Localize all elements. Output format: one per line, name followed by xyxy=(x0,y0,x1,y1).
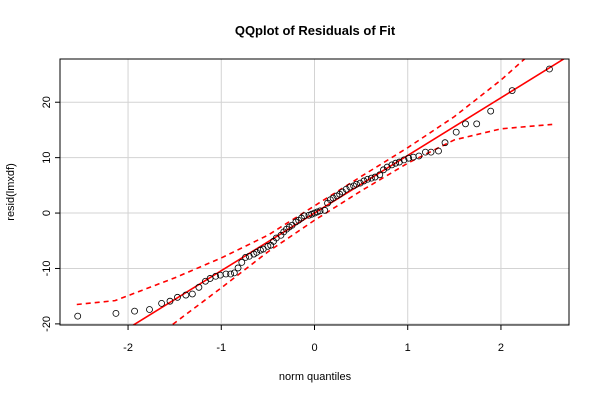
x-tick-label: 1 xyxy=(405,342,411,354)
point xyxy=(360,177,368,185)
point xyxy=(74,312,82,320)
point xyxy=(388,161,396,169)
point xyxy=(238,258,246,266)
point xyxy=(230,269,238,277)
point xyxy=(346,183,354,191)
x-axis-label: norm quantiles xyxy=(279,371,352,383)
point xyxy=(473,120,481,128)
point xyxy=(367,174,375,182)
point xyxy=(462,120,469,128)
point xyxy=(188,290,196,298)
point xyxy=(212,272,220,280)
point xyxy=(112,309,120,317)
point xyxy=(300,212,308,220)
point xyxy=(422,148,429,156)
point xyxy=(405,154,413,162)
point xyxy=(227,270,234,278)
point xyxy=(376,171,384,179)
point xyxy=(234,264,242,272)
point xyxy=(174,293,181,301)
point xyxy=(356,179,364,187)
point xyxy=(353,180,360,188)
point xyxy=(435,147,442,155)
point xyxy=(182,291,190,299)
x-tick-label: 0 xyxy=(311,342,317,354)
point xyxy=(415,152,423,160)
chart-title: QQplot of Residuals of Fit xyxy=(235,23,396,38)
plot-border xyxy=(59,58,570,326)
point xyxy=(392,159,400,167)
point xyxy=(342,185,350,193)
point xyxy=(321,206,329,214)
point xyxy=(452,128,460,136)
point xyxy=(222,270,230,278)
envelope-lower xyxy=(170,123,553,325)
y-axis-label: resid(lmxdf) xyxy=(5,163,17,220)
x-tick-label: 2 xyxy=(498,342,504,354)
point xyxy=(206,275,214,282)
y-tick-label: -10 xyxy=(41,261,53,277)
point xyxy=(364,175,372,183)
x-tick-label: -1 xyxy=(216,342,226,354)
point xyxy=(195,283,203,291)
point xyxy=(427,148,435,156)
point xyxy=(253,249,261,256)
y-tick-label: 10 xyxy=(41,152,53,164)
point xyxy=(146,306,153,313)
y-tick-label: -20 xyxy=(41,316,53,332)
point xyxy=(508,87,516,94)
point xyxy=(441,139,449,147)
x-tick-label: -2 xyxy=(123,342,133,354)
point xyxy=(131,307,138,315)
point xyxy=(546,65,553,73)
y-tick-label: 0 xyxy=(41,210,53,216)
point xyxy=(400,156,408,164)
plot-area xyxy=(60,59,569,325)
point xyxy=(288,221,296,229)
envelope-upper xyxy=(76,59,526,306)
point xyxy=(242,253,249,261)
point xyxy=(329,194,337,202)
point xyxy=(487,107,495,115)
point xyxy=(316,207,324,215)
point xyxy=(166,297,174,305)
point xyxy=(158,299,166,307)
y-tick-label: 20 xyxy=(41,96,53,108)
